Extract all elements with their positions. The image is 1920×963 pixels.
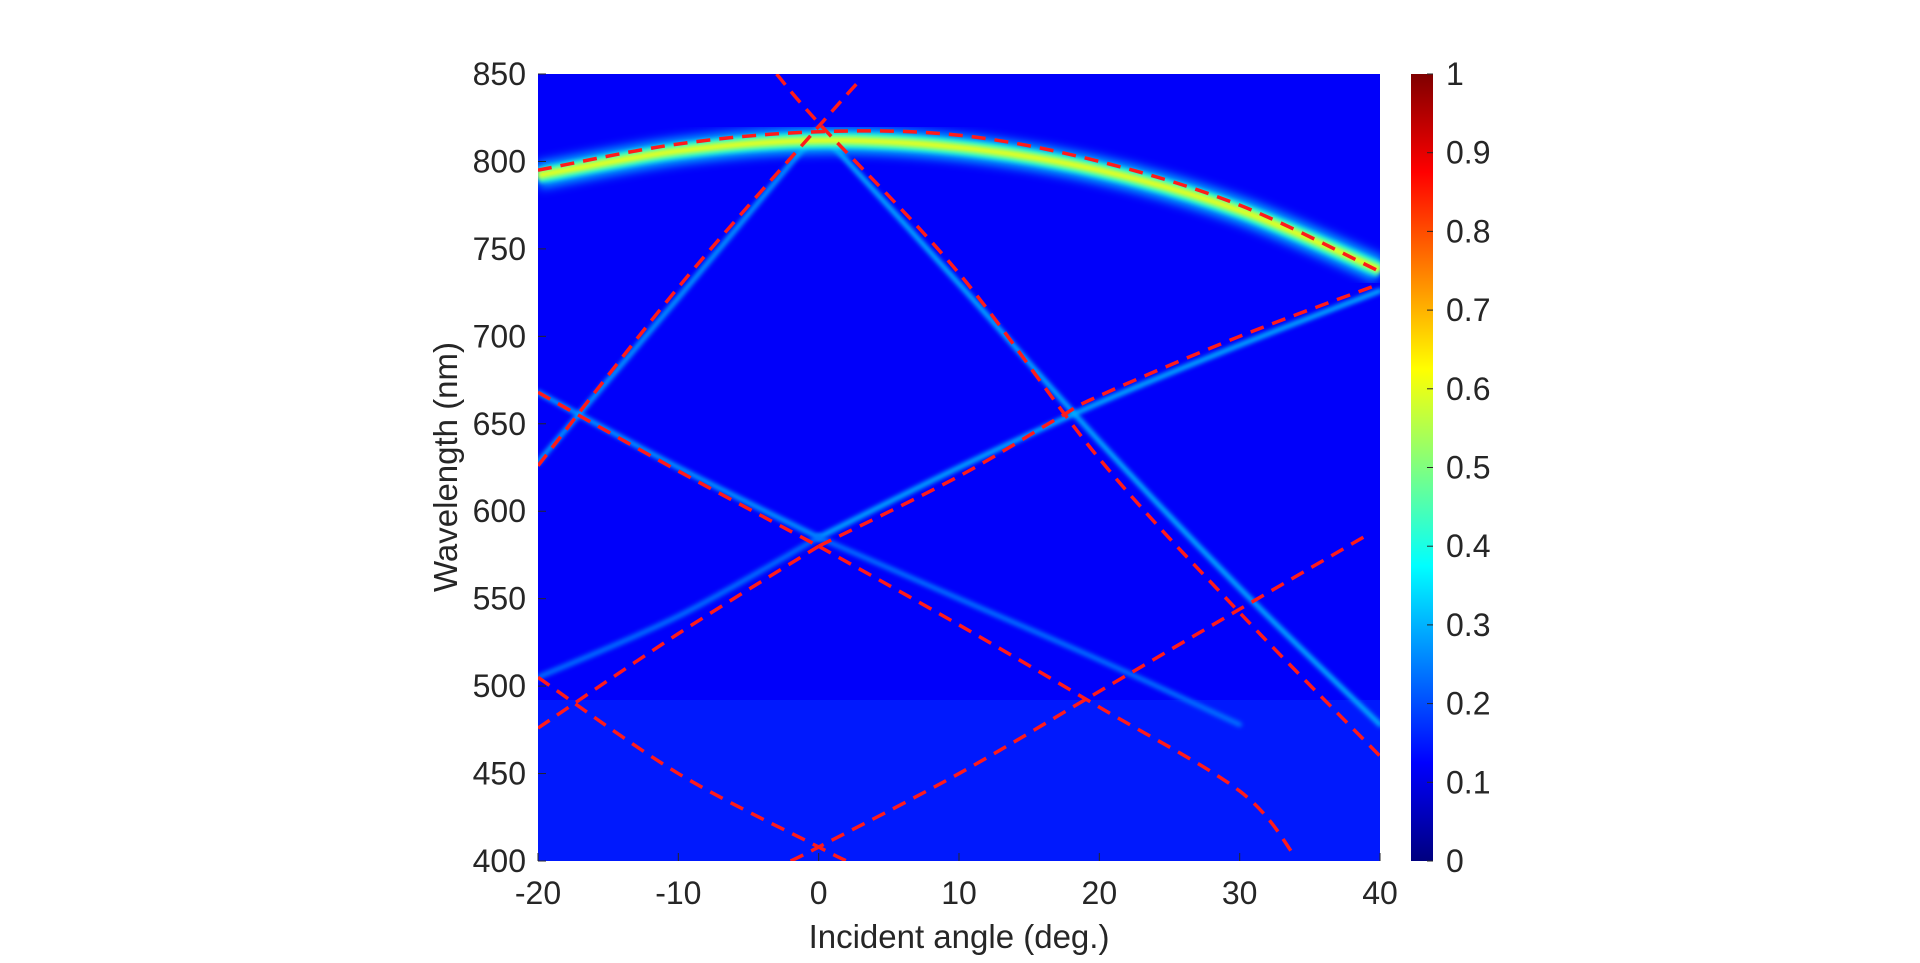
y-axis-label: Wavelength (nm): [427, 342, 464, 592]
x-tick-label: 20: [1082, 875, 1118, 911]
y-tick-label: 750: [473, 231, 526, 267]
y-tick-label: 450: [473, 756, 526, 792]
faint-band-5: [538, 534, 822, 680]
x-tick-label: 30: [1222, 875, 1258, 911]
x-tick-label: 0: [810, 875, 828, 911]
colorbar-tick-label: 0: [1446, 843, 1464, 879]
y-tick-label: 500: [473, 668, 526, 704]
x-axis: -20 -10 0 10 20 30 40: [515, 853, 1398, 911]
faint-band-4: [816, 288, 1380, 540]
bright-band: [538, 127, 1380, 282]
colorbar-tick-label: 0.6: [1446, 371, 1490, 407]
colorbar-tick-label: 1: [1446, 56, 1464, 92]
faint-band-3: [538, 389, 822, 540]
y-tick-label: 550: [473, 581, 526, 617]
plot-area: [538, 74, 1380, 861]
x-tick-label: -20: [515, 875, 561, 911]
faint-band-2: [816, 127, 1380, 728]
colorbar-tick-label: 0.2: [1446, 686, 1490, 722]
y-tick-label: 850: [473, 56, 526, 92]
dashed-line-3: [775, 74, 1380, 758]
dashed-line-1: [538, 129, 1380, 274]
colorbar-ticks: 0 0.1 0.2 0.3 0.4 0.5 0.6 0.7 0.8 0.9 1: [1427, 56, 1490, 879]
dashed-line-4: [538, 390, 820, 548]
heatmap-background-lower: [538, 700, 1380, 861]
dashed-line-7: [817, 544, 1298, 859]
y-axis: 400 450 500 550 600 650 700 750 800 850: [473, 56, 546, 879]
colorbar-tick-label: 0.8: [1446, 213, 1490, 249]
dashed-line-8: [538, 675, 848, 861]
y-tick-label: 400: [473, 843, 526, 879]
y-tick-label: 800: [473, 143, 526, 179]
colorbar: 0 0.1 0.2 0.3 0.4 0.5 0.6 0.7 0.8 0.9 1: [1411, 56, 1490, 879]
dashed-line-9: [789, 534, 1367, 861]
colorbar-tick-label: 0.1: [1446, 764, 1490, 800]
colorbar-tick-label: 0.7: [1446, 292, 1490, 328]
colorbar-tick-label: 0.9: [1446, 135, 1490, 171]
colorbar-tick-label: 0.3: [1446, 607, 1490, 643]
colorbar-tick-label: 0.5: [1446, 450, 1490, 486]
y-tick-label: 600: [473, 493, 526, 529]
dashed-fit-lines: [538, 74, 1380, 861]
colorbar-gradient: [1411, 74, 1433, 861]
dashed-line-5: [817, 282, 1380, 548]
dashed-line-2: [538, 78, 863, 467]
faint-band-6: [816, 534, 1243, 728]
y-tick-label: 700: [473, 318, 526, 354]
dashed-line-6: [538, 544, 820, 730]
x-tick-label: 40: [1362, 875, 1398, 911]
colorbar-tick-label: 0.4: [1446, 528, 1490, 564]
x-tick-label: -10: [655, 875, 701, 911]
bright-band-core: [538, 136, 1380, 274]
x-axis-label: Incident angle (deg.): [809, 918, 1110, 955]
x-tick-label: 10: [941, 875, 977, 911]
y-tick-label: 650: [473, 406, 526, 442]
